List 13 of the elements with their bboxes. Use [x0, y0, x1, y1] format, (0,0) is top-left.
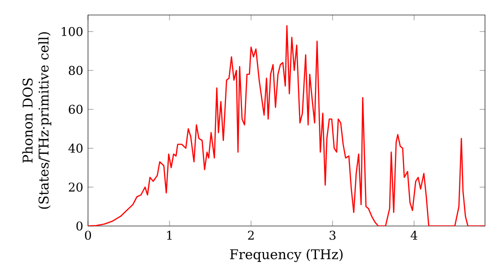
y-tick-label: 60 [68, 104, 82, 114]
x-axis-title: Frequency (THz) [230, 248, 343, 262]
y-tick-label: 100 [62, 26, 82, 36]
x-tick-label: 1 [167, 230, 172, 240]
x-tick-label: 3 [330, 230, 336, 240]
y-tick-label: 80 [68, 66, 82, 75]
y-axis-title: Phonon DOS (States/THz·primitive cell) [22, 32, 52, 209]
y-tick-label: 20 [68, 182, 82, 192]
y-tick-label: 0 [76, 221, 82, 231]
x-tick-label: 2 [248, 230, 254, 240]
x-tick-label: 0 [84, 230, 92, 240]
x-tick-label: 4 [410, 230, 418, 240]
y-tick-label: 40 [68, 144, 82, 153]
